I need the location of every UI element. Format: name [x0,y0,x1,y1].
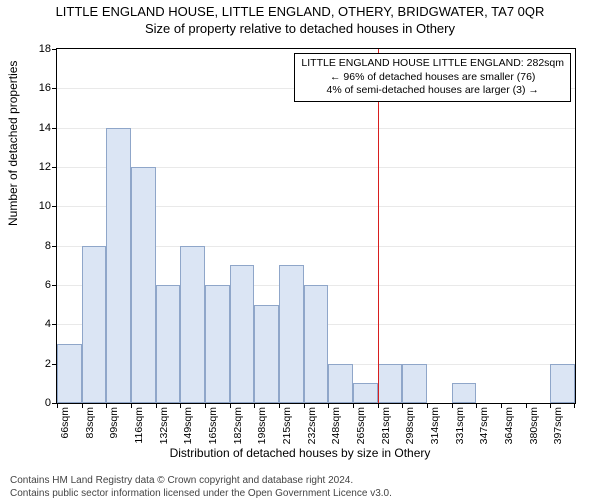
y-tick-label: 8 [45,240,51,252]
chart-title-sub: Size of property relative to detached ho… [0,21,600,36]
y-tick-mark [52,49,57,50]
annotation-line: ← 96% of detached houses are smaller (76… [301,71,564,85]
x-axis-label: Distribution of detached houses by size … [0,446,600,460]
x-tick-mark [180,403,181,408]
y-tick-mark [52,206,57,207]
chart-title-main: LITTLE ENGLAND HOUSE, LITTLE ENGLAND, OT… [0,4,600,19]
histogram-bar [279,265,304,403]
x-tick-label: 116sqm [133,407,145,444]
x-tick-label: 331sqm [454,407,466,444]
x-tick-label: 182sqm [232,407,244,444]
x-tick-mark [279,403,280,408]
histogram-bar [180,246,205,403]
x-tick-label: 165sqm [207,407,219,444]
x-tick-label: 132sqm [158,407,170,444]
histogram-bar [57,344,82,403]
y-tick-label: 14 [39,122,51,134]
y-tick-label: 16 [39,82,51,94]
histogram-bar [254,305,279,403]
x-tick-mark [304,403,305,408]
footer-attribution: Contains HM Land Registry data © Crown c… [10,475,392,500]
x-tick-label: 215sqm [281,407,293,444]
x-tick-label: 314sqm [429,407,441,444]
histogram-bar [304,285,329,403]
x-tick-mark [106,403,107,408]
x-tick-mark [550,403,551,408]
annotation-line: LITTLE ENGLAND HOUSE LITTLE ENGLAND: 282… [301,57,564,71]
y-tick-label: 0 [45,397,51,409]
histogram-bar [353,383,378,403]
x-tick-mark [82,403,83,408]
y-tick-mark [52,285,57,286]
histogram-bar [550,364,575,403]
annotation-box: LITTLE ENGLAND HOUSE LITTLE ENGLAND: 282… [294,53,571,102]
gridline [57,128,575,129]
x-tick-label: 198sqm [256,407,268,444]
x-tick-mark [353,403,354,408]
histogram-bar [156,285,181,403]
x-tick-label: 83sqm [84,407,96,439]
x-tick-mark [328,403,329,408]
annotation-line: 4% of semi-detached houses are larger (3… [301,84,564,98]
x-tick-mark [378,403,379,408]
y-tick-label: 12 [39,161,51,173]
x-tick-label: 265sqm [355,407,367,444]
x-tick-label: 149sqm [182,407,194,444]
x-tick-label: 248sqm [330,407,342,444]
x-tick-label: 66sqm [59,407,71,439]
x-tick-mark [526,403,527,408]
x-tick-mark [452,403,453,408]
x-tick-mark [156,403,157,408]
y-tick-mark [52,246,57,247]
y-tick-mark [52,128,57,129]
x-tick-mark [476,403,477,408]
x-tick-mark [402,403,403,408]
footer-line-1: Contains HM Land Registry data © Crown c… [10,475,392,488]
x-tick-mark [501,403,502,408]
histogram-bar [82,246,107,403]
y-tick-label: 18 [39,43,51,55]
histogram-bar [106,128,131,403]
histogram-bar [328,364,353,403]
y-tick-label: 2 [45,358,51,370]
histogram-bar [452,383,477,403]
x-tick-label: 298sqm [404,407,416,444]
chart-plot-area: 02468101214161866sqm83sqm99sqm116sqm132s… [56,48,576,404]
x-tick-label: 380sqm [528,407,540,444]
y-axis-label: Number of detached properties [6,61,20,226]
x-tick-mark [57,403,58,408]
x-tick-mark [230,403,231,408]
x-tick-label: 281sqm [380,407,392,444]
histogram-bar [205,285,230,403]
x-tick-label: 99sqm [108,407,120,439]
x-tick-label: 347sqm [478,407,490,444]
histogram-bar [402,364,427,403]
y-tick-mark [52,167,57,168]
x-tick-mark [574,403,575,408]
reference-line [378,49,379,403]
x-tick-mark [131,403,132,408]
y-tick-label: 10 [39,200,51,212]
y-tick-label: 6 [45,279,51,291]
histogram-bar [230,265,255,403]
x-tick-mark [427,403,428,408]
x-tick-label: 232sqm [306,407,318,444]
x-tick-label: 364sqm [503,407,515,444]
x-tick-label: 397sqm [552,407,564,444]
y-tick-mark [52,88,57,89]
y-tick-mark [52,324,57,325]
y-tick-label: 4 [45,318,51,330]
histogram-bar [131,167,156,403]
histogram-bar [378,364,403,403]
x-tick-mark [254,403,255,408]
x-tick-mark [205,403,206,408]
footer-line-2: Contains public sector information licen… [10,488,392,501]
